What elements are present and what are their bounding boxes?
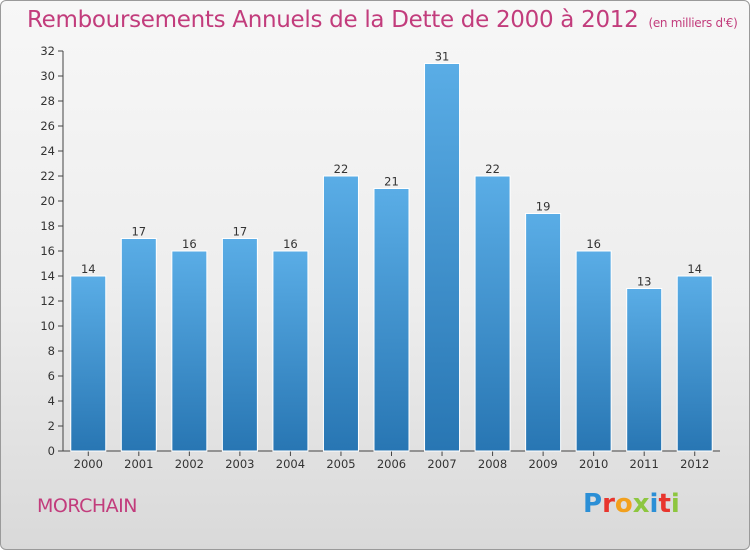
proxiti-logo[interactable]: Proxiti [583,489,680,519]
bar-2006[interactable] [373,188,410,452]
y-tick-label: 24 [40,144,55,158]
x-tick-label: 2008 [478,457,507,471]
x-tick-label: 2007 [427,457,456,471]
y-tick-label: 14 [40,269,55,283]
y-tick-label: 30 [40,69,55,83]
x-tick-label: 2006 [377,457,406,471]
bars-group [70,63,713,452]
data-label-2005: 22 [334,162,349,176]
bar-2007[interactable] [424,63,461,452]
data-label-2010: 16 [586,237,601,251]
logo-letter: i [649,489,659,519]
y-tick-label: 4 [48,394,55,408]
chart-subtitle: (en milliers d'€) [648,16,738,30]
data-label-2011: 13 [637,275,652,289]
data-label-2003: 17 [233,225,248,239]
x-tick-label: 2000 [74,457,103,471]
logo-letter: i [670,489,680,519]
bar-2011[interactable] [626,288,663,452]
bar-2009[interactable] [525,213,562,452]
logo-letter: P [583,489,603,519]
bar-2003[interactable] [221,238,258,452]
logo-letter: o [614,489,633,519]
bar-2000[interactable] [70,275,107,452]
value-labels-group: 14 17 16 17 16 22 21 31 22 19 16 13 14 [81,50,702,289]
chart-title: Remboursements Annuels de la Dette de 20… [27,7,738,33]
x-tick-label: 2003 [225,457,254,471]
y-tick-label: 12 [40,294,55,308]
data-label-2002: 16 [182,237,197,251]
data-label-2008: 22 [485,162,500,176]
y-tick-label: 32 [40,44,55,58]
data-label-2012: 14 [687,262,702,276]
bar-2002[interactable] [171,250,208,452]
y-tick-label: 10 [40,319,55,333]
bar-2004[interactable] [272,250,309,452]
x-tick-label: 2001 [124,457,153,471]
bar-2012[interactable] [676,275,713,452]
bar-2010[interactable] [575,250,612,452]
logo-letter: t [658,489,671,519]
y-tick-label: 6 [48,369,55,383]
data-label-2004: 16 [283,237,298,251]
data-label-2009: 19 [536,200,551,214]
y-tick-label: 22 [40,169,55,183]
x-axis: 2000 2001 2002 2003 2004 2005 2006 2007 2008 2009… [63,450,720,471]
x-tick-label: 2002 [175,457,204,471]
city-name: MORCHAIN [37,495,137,517]
data-label-2001: 17 [131,225,146,239]
x-tick-label: 2005 [326,457,355,471]
y-tick-label: 20 [40,194,55,208]
x-tick-label: 2004 [276,457,305,471]
y-tick-label: 16 [40,244,55,258]
x-tick-label: 2011 [630,457,659,471]
y-tick-label: 28 [40,94,55,108]
data-label-2006: 21 [384,175,399,189]
y-tick-label: 26 [40,119,55,133]
logo-letter: x [632,489,650,519]
y-tick-label: 8 [48,344,55,358]
x-tick-label: 2010 [579,457,608,471]
logo-letter: r [602,489,615,519]
x-tick-label: 2012 [680,457,709,471]
bar-2005[interactable] [322,175,359,452]
y-tick-label: 2 [48,419,55,433]
data-label-2007: 31 [435,50,450,64]
data-label-2000: 14 [81,262,96,276]
y-tick-label: 18 [40,219,55,233]
x-tick-label: 2009 [528,457,557,471]
bar-2001[interactable] [120,238,157,452]
bar-2008[interactable] [474,175,511,452]
chart-title-text: Remboursements Annuels de la Dette de 20… [27,7,639,33]
y-tick-label: 0 [48,444,55,458]
